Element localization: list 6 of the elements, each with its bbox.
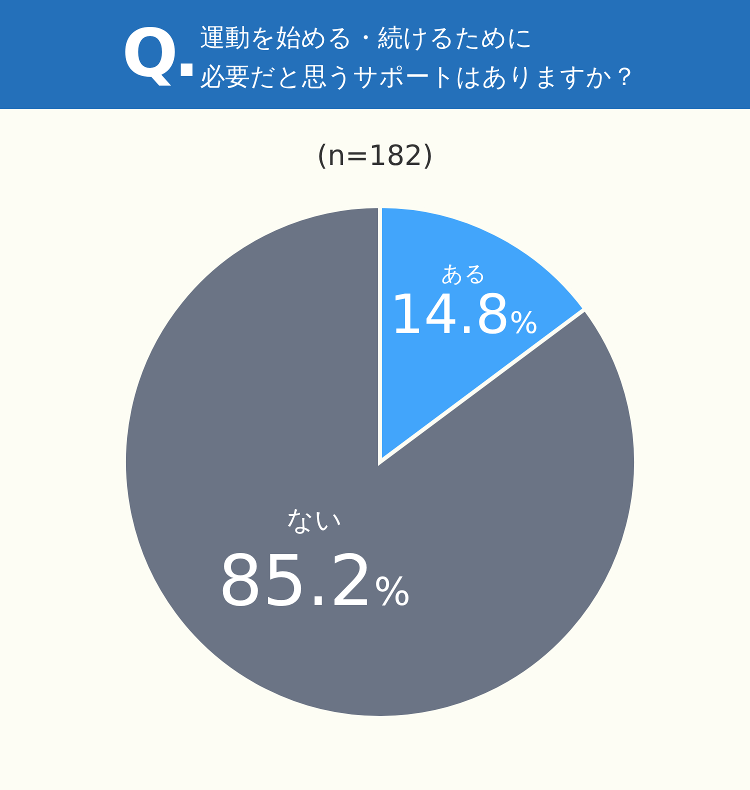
chart-subtitle: (n=182) [316, 138, 434, 174]
text: Q. [122, 14, 196, 94]
data-label: 85.2% [218, 540, 411, 622]
slice-label: ある [440, 262, 487, 287]
slice-label: ない [286, 504, 342, 536]
chart-title: 運動を始める・続けるために必要だと思うサポートはありますか？ [200, 22, 638, 93]
